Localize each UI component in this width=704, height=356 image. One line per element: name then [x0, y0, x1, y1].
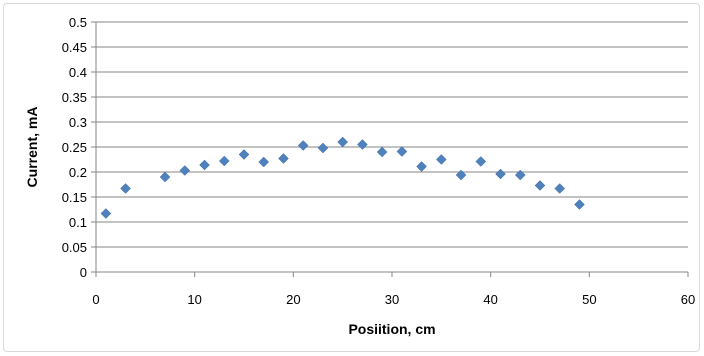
data-points — [100, 136, 585, 219]
data-point — [297, 140, 309, 151]
data-point — [317, 142, 329, 154]
data-point — [120, 183, 131, 194]
y-tick-label: 0.15 — [62, 190, 87, 205]
y-tick-label: 0 — [80, 265, 87, 280]
axes — [91, 21, 689, 277]
data-point — [357, 139, 368, 150]
grid-lines — [96, 21, 688, 248]
y-tick-label: 0.05 — [62, 240, 87, 255]
data-point — [199, 159, 210, 171]
y-tick-label: 0.35 — [62, 90, 87, 105]
data-point — [218, 155, 230, 167]
data-point — [574, 199, 585, 210]
y-tick-label: 0.3 — [69, 115, 87, 130]
data-point — [455, 169, 467, 181]
data-point — [376, 146, 388, 158]
data-point — [258, 156, 270, 168]
data-point — [534, 180, 546, 191]
data-point — [514, 169, 526, 181]
data-point — [435, 154, 447, 165]
y-tick-label: 0.45 — [62, 40, 87, 55]
y-tick-label: 0.1 — [69, 215, 87, 230]
y-tick-label: 0.25 — [62, 140, 87, 155]
data-point — [278, 153, 289, 164]
data-point — [100, 208, 112, 219]
x-tick-label: 0 — [92, 292, 99, 307]
y-tick-label: 0.4 — [69, 65, 87, 80]
y-axis-title: Current, mA — [24, 107, 40, 188]
data-point — [337, 136, 349, 148]
data-point — [179, 165, 191, 176]
x-tick-label: 10 — [187, 292, 201, 307]
x-axis-title: Posiition, cm — [348, 321, 435, 337]
data-point — [238, 149, 250, 160]
y-tick-label: 0.2 — [69, 165, 87, 180]
x-tick-label: 50 — [582, 292, 596, 307]
chart-frame — [3, 3, 700, 352]
y-tick-labels: 0 0.05 0.1 0.15 0.2 0.25 0.3 0.35 0.4 0.45 0.5 — [62, 15, 87, 280]
x-tick-label: 20 — [286, 292, 300, 307]
x-tick-label: 40 — [483, 292, 497, 307]
data-point — [416, 161, 427, 172]
data-point — [475, 156, 487, 167]
x-tick-labels: 0 10 20 30 40 50 60 — [92, 292, 695, 307]
data-point — [554, 183, 566, 194]
x-tick-label: 30 — [385, 292, 399, 307]
y-tick-label: 0.5 — [69, 15, 87, 30]
x-tick-label: 60 — [681, 292, 695, 307]
data-point — [495, 168, 506, 180]
data-point — [396, 146, 408, 157]
data-point — [159, 171, 171, 183]
